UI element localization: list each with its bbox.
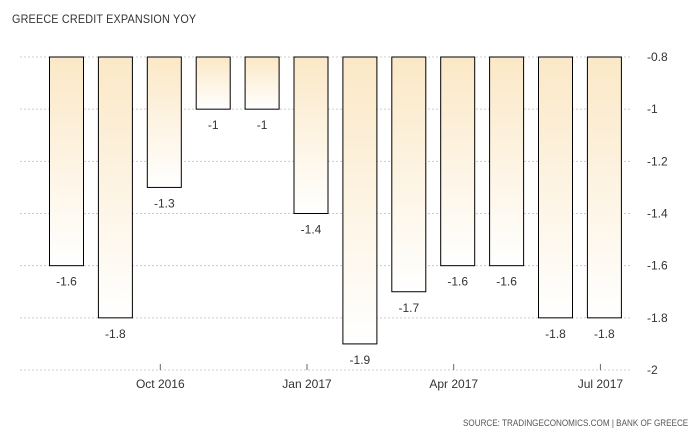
bar <box>391 56 427 293</box>
y-tick-label: -1.2 <box>647 154 668 168</box>
bar <box>49 56 84 267</box>
x-tick-label: Jan 2017 <box>282 377 332 391</box>
bar-value-label: -1 <box>208 118 219 132</box>
bar-value-label: -1.6 <box>447 275 468 289</box>
bar-value-label: -1.7 <box>398 301 419 315</box>
y-tick-label: -1.8 <box>647 311 668 325</box>
bar <box>538 56 573 319</box>
bar-value-label: -1 <box>257 118 268 132</box>
bar <box>586 56 622 319</box>
y-axis-labels: -0.8 -1 -1.2 -1.4 -1.6 -1.8 -2 <box>647 50 668 377</box>
x-tick-label: Oct 2016 <box>136 377 185 391</box>
chart-title: GREECE CREDIT EXPANSION YOY <box>12 12 197 26</box>
y-tick-label: -1.4 <box>647 207 668 221</box>
bar-value-label: -1.9 <box>350 353 371 367</box>
bar-value-label: -1.3 <box>154 196 175 210</box>
y-tick-label: -1 <box>647 102 658 116</box>
bar-value-label: -1.6 <box>56 275 77 289</box>
y-tick-label: -0.8 <box>647 50 668 64</box>
bars: -1.6 -1.8 -1.3 -1 -1 -1.4 -1.9 -1.7 -1.6 -1.6 -1.8… <box>49 56 622 367</box>
bar <box>489 56 525 267</box>
bar <box>342 56 378 345</box>
bar <box>244 56 280 110</box>
bar <box>146 56 182 188</box>
bar <box>440 56 476 267</box>
bar <box>97 56 133 319</box>
y-tick-label: -1.6 <box>647 259 668 273</box>
bar-value-label: -1.4 <box>301 223 322 237</box>
bar-value-label: -1.8 <box>545 327 566 341</box>
x-axis-labels: Oct 2016 Jan 2017 Apr 2017 Jul 2017 <box>136 364 623 391</box>
bar <box>195 56 231 110</box>
x-tick-label: Apr 2017 <box>429 377 478 391</box>
source-note: SOURCE: TRADINGECONOMICS.COM | BANK OF G… <box>462 418 688 428</box>
bar <box>293 56 329 214</box>
bar-value-label: -1.6 <box>496 275 517 289</box>
y-tick-label: -2 <box>647 363 658 377</box>
bar-value-label: -1.8 <box>105 327 126 341</box>
x-tick-label: Jul 2017 <box>578 377 624 391</box>
bar-value-label: -1.8 <box>594 327 615 341</box>
